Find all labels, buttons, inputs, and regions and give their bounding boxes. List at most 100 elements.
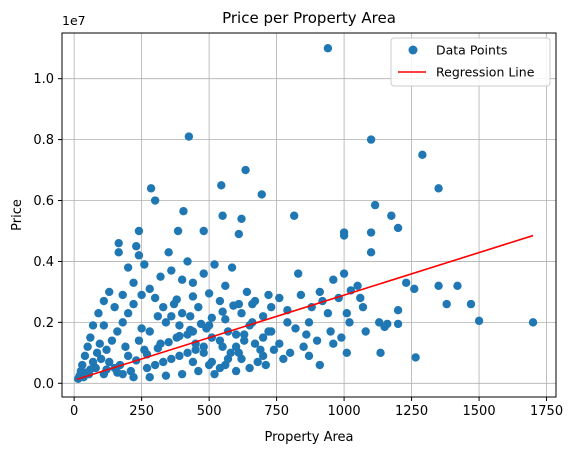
data-point: [466, 299, 476, 309]
y-tick-label: 1.0: [33, 72, 54, 87]
data-point: [250, 296, 260, 306]
data-point: [134, 226, 144, 236]
legend: Data Points Regression Line: [390, 37, 551, 87]
data-point: [175, 331, 184, 341]
data-point: [393, 305, 403, 315]
data-point: [221, 360, 230, 370]
data-point: [291, 324, 300, 333]
data-point: [156, 272, 165, 281]
data-point: [110, 302, 119, 312]
x-tick-label: 500: [197, 404, 222, 419]
y-tick-label: 0.0: [33, 377, 54, 392]
data-point: [204, 289, 214, 298]
data-point: [188, 292, 198, 301]
data-point: [376, 348, 385, 358]
data-point: [153, 312, 163, 321]
data-point: [304, 318, 314, 327]
data-point: [145, 373, 154, 382]
data-point: [358, 302, 368, 312]
data-point: [337, 333, 346, 342]
data-points-layer: [73, 44, 538, 383]
data-point: [434, 184, 443, 193]
data-point: [99, 321, 109, 330]
data-point: [302, 330, 311, 339]
data-point: [289, 211, 299, 220]
data-point: [114, 248, 123, 257]
data-point: [105, 287, 114, 297]
data-point: [173, 226, 183, 236]
data-point: [183, 257, 192, 266]
data-point: [258, 351, 268, 361]
data-point: [177, 309, 187, 318]
data-point: [199, 342, 208, 351]
data-point: [129, 278, 138, 287]
data-point: [177, 369, 187, 379]
data-point: [411, 353, 420, 362]
data-point: [175, 321, 184, 330]
data-point: [393, 319, 403, 329]
y-axis-offset-label: 1e7: [62, 13, 86, 28]
data-point: [159, 357, 168, 367]
data-point: [99, 296, 109, 306]
data-point: [240, 336, 249, 345]
data-point: [366, 248, 376, 257]
data-point: [199, 269, 208, 278]
data-point: [342, 309, 351, 318]
data-point: [275, 339, 284, 348]
data-point: [528, 318, 538, 327]
data-point: [442, 299, 451, 309]
data-point: [342, 348, 351, 358]
data-point: [86, 333, 95, 342]
data-point: [221, 315, 230, 324]
x-tick-label: 750: [264, 404, 289, 419]
legend-label-data-points: Data Points: [436, 43, 507, 58]
data-point: [315, 287, 324, 297]
data-point: [245, 363, 254, 373]
data-point: [177, 275, 187, 284]
data-point: [88, 357, 98, 367]
data-point: [234, 229, 244, 239]
data-point: [258, 312, 268, 321]
legend-box: [390, 37, 551, 87]
data-point: [105, 357, 114, 367]
data-point: [202, 324, 211, 333]
data-point: [167, 266, 176, 275]
data-point: [118, 318, 127, 327]
data-point: [191, 345, 200, 354]
data-point: [150, 196, 160, 205]
data-point: [258, 333, 268, 342]
legend-label-regression-line: Regression Line: [436, 65, 535, 80]
data-point: [326, 327, 335, 336]
data-point: [113, 327, 122, 336]
data-point: [95, 339, 104, 348]
data-point: [194, 302, 203, 312]
data-point: [137, 290, 146, 300]
data-point: [83, 342, 92, 351]
data-point: [167, 312, 176, 321]
legend-marker-data-points: [408, 45, 418, 55]
data-point: [179, 206, 188, 216]
data-point: [418, 150, 427, 160]
data-point: [264, 290, 273, 300]
data-point: [114, 238, 123, 248]
data-point: [146, 184, 156, 193]
data-point: [169, 299, 179, 309]
y-tick-label: 0.2: [33, 316, 54, 331]
data-point: [380, 322, 389, 332]
data-point: [186, 325, 195, 335]
data-point: [257, 190, 266, 199]
data-point: [356, 293, 365, 303]
data-point: [299, 342, 308, 351]
y-tick-label: 0.8: [33, 133, 54, 148]
data-point: [207, 313, 217, 323]
x-tick-label: 1750: [530, 404, 563, 419]
data-point: [199, 348, 208, 358]
data-point: [80, 351, 90, 361]
x-tick-label: 1500: [463, 404, 496, 419]
data-point: [215, 296, 225, 306]
data-point: [275, 293, 284, 303]
data-point: [269, 345, 279, 354]
data-point: [137, 324, 146, 333]
